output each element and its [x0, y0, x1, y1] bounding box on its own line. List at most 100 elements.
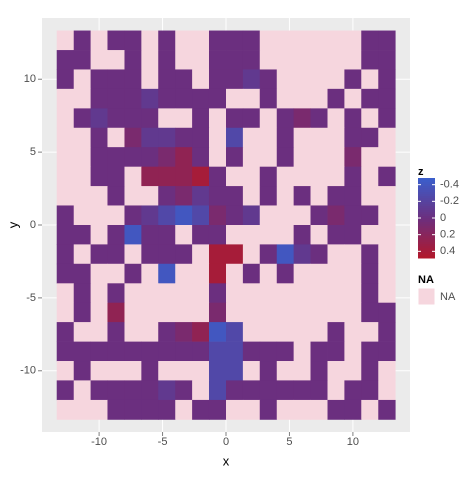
colorbar-segment [418, 214, 435, 217]
tile [141, 88, 159, 109]
tile [378, 399, 396, 420]
na-tile [90, 399, 108, 420]
na-tile [259, 30, 278, 51]
y-axis-label: y [5, 221, 20, 228]
na-tile [293, 361, 311, 381]
na-tile [293, 283, 311, 304]
na-tile [276, 302, 295, 323]
na-tile [293, 399, 311, 420]
na-tile [344, 263, 362, 284]
na-tile [192, 302, 210, 323]
na-tile [327, 147, 345, 167]
tile [276, 108, 295, 129]
na-tile [90, 186, 108, 206]
colorbar-segment [418, 220, 435, 223]
na-tile [259, 127, 278, 148]
y-tick-label: -5 [26, 292, 36, 304]
na-tile [344, 322, 362, 342]
na-tile [259, 263, 278, 284]
tile [90, 166, 108, 187]
tile [107, 322, 125, 342]
na-tile [378, 263, 396, 284]
tile [158, 50, 176, 70]
tile [107, 380, 125, 401]
tile [208, 361, 227, 381]
tile [56, 322, 75, 342]
colorbar-segment [418, 178, 435, 181]
tile [226, 361, 244, 381]
na-tile [141, 30, 159, 51]
tile [192, 88, 210, 109]
na-tile [361, 322, 379, 342]
na-tile [192, 263, 210, 284]
tile [141, 380, 159, 401]
tile [124, 108, 142, 129]
tile [208, 88, 227, 109]
na-tile [158, 302, 176, 323]
tile [226, 50, 244, 70]
na-tile [242, 225, 261, 245]
na-tile [73, 205, 92, 226]
na-tile [276, 69, 295, 90]
tile [107, 244, 125, 265]
tile [124, 30, 142, 51]
na-tile [242, 361, 261, 381]
tile [107, 166, 125, 187]
na-tile [276, 88, 295, 109]
na-tile [327, 127, 345, 148]
tile [259, 361, 278, 381]
na-tile [293, 50, 311, 70]
tile [158, 225, 176, 245]
na-tile [208, 127, 227, 148]
tile [310, 244, 328, 265]
tile [208, 302, 227, 323]
na-tile [344, 283, 362, 304]
na-tile [73, 147, 92, 167]
tile [192, 147, 210, 167]
tile [56, 50, 75, 70]
na-tile [192, 380, 210, 401]
na-tile [327, 30, 345, 51]
na-tile [310, 147, 328, 167]
na-tile [226, 399, 244, 420]
na-tile [259, 322, 278, 342]
tile [361, 263, 379, 284]
na-tile [242, 88, 261, 109]
tile [73, 263, 92, 284]
tile [56, 205, 75, 226]
tile [361, 361, 379, 381]
tile [56, 225, 75, 245]
colorbar-segment [418, 180, 435, 183]
tile [276, 244, 295, 265]
tile [259, 380, 278, 401]
na-tile [107, 127, 125, 148]
tile [361, 341, 379, 362]
na-tile [276, 205, 295, 226]
tile [293, 380, 311, 401]
tile [107, 283, 125, 304]
na-tile [56, 361, 75, 381]
na-tile [175, 399, 193, 420]
na-legend-key [417, 287, 436, 306]
tile [158, 88, 176, 109]
na-tile [327, 166, 345, 187]
tile [293, 244, 311, 265]
tile [344, 399, 362, 420]
tile [107, 88, 125, 109]
na-tile [107, 50, 125, 70]
tile [158, 166, 176, 187]
tile [107, 69, 125, 90]
tile [242, 69, 261, 90]
na-tile [192, 69, 210, 90]
x-tick-label: -10 [91, 436, 107, 448]
tile [175, 127, 193, 148]
na-tile [293, 341, 311, 362]
na-tile [226, 283, 244, 304]
na-tile [141, 283, 159, 304]
tile [141, 205, 159, 226]
tile [361, 127, 379, 148]
tile [226, 69, 244, 90]
colorbar-segment [418, 212, 435, 215]
y-tick-label: 10 [24, 73, 36, 85]
na-tile [124, 283, 142, 304]
